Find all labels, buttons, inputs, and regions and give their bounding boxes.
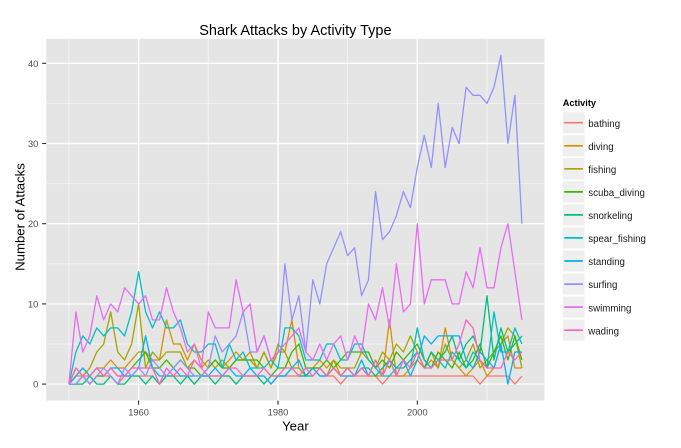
svg-text:2000: 2000 bbox=[407, 408, 428, 418]
svg-text:wading: wading bbox=[587, 326, 619, 337]
svg-text:0: 0 bbox=[33, 380, 38, 390]
svg-text:standing: standing bbox=[588, 257, 625, 268]
svg-text:scuba_diving: scuba_diving bbox=[588, 188, 645, 199]
svg-text:Year: Year bbox=[282, 419, 309, 434]
svg-text:spear_fishing: spear_fishing bbox=[588, 234, 646, 245]
svg-text:1980: 1980 bbox=[268, 408, 289, 418]
svg-text:10: 10 bbox=[28, 299, 38, 309]
svg-text:bathing: bathing bbox=[588, 119, 620, 130]
svg-text:30: 30 bbox=[28, 139, 38, 149]
svg-text:Shark Attacks by Activity Type: Shark Attacks by Activity Type bbox=[199, 23, 391, 39]
svg-text:40: 40 bbox=[28, 59, 38, 69]
svg-text:Activity: Activity bbox=[563, 98, 597, 108]
svg-text:diving: diving bbox=[588, 142, 613, 153]
svg-text:20: 20 bbox=[28, 219, 38, 229]
svg-text:Number of Attacks: Number of Attacks bbox=[12, 163, 27, 271]
svg-text:snorkeling: snorkeling bbox=[588, 211, 632, 222]
svg-text:swimming: swimming bbox=[588, 303, 631, 314]
svg-text:1960: 1960 bbox=[128, 408, 149, 418]
svg-text:fishing: fishing bbox=[588, 165, 616, 176]
svg-text:surfing: surfing bbox=[588, 280, 617, 291]
